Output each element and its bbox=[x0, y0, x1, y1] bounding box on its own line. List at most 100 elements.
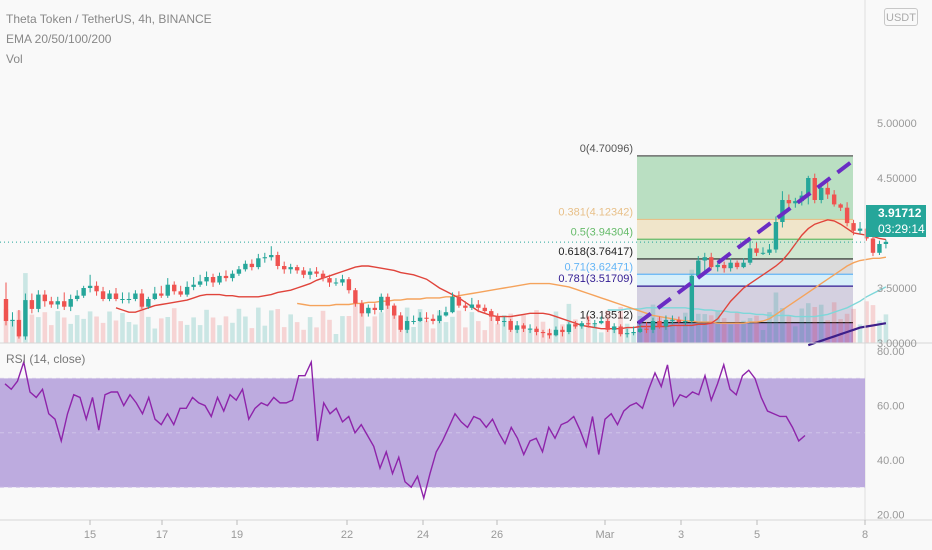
candle-body bbox=[670, 319, 675, 321]
volume-bar bbox=[825, 320, 830, 343]
volume-bar bbox=[294, 322, 300, 343]
candle bbox=[152, 286, 158, 301]
candle bbox=[275, 251, 280, 270]
fib-level-label: 0.381(4.12342) bbox=[558, 206, 633, 218]
candle bbox=[579, 321, 585, 329]
candle-body bbox=[877, 244, 882, 253]
volume-bar bbox=[223, 316, 229, 343]
fibonacci-retracement[interactable]: 0(4.70096) 0.381(4.12342) 0.5(3.94304) 0.61… bbox=[558, 143, 853, 343]
candle-body bbox=[605, 321, 610, 330]
candle-body bbox=[540, 332, 546, 334]
volume-bar bbox=[139, 301, 145, 343]
candle bbox=[107, 290, 112, 302]
candle bbox=[36, 290, 41, 313]
candle-body bbox=[152, 293, 158, 299]
volume-bar bbox=[495, 323, 501, 343]
volume-bar bbox=[353, 299, 358, 343]
candle-body bbox=[430, 318, 436, 321]
volume-bar bbox=[514, 327, 520, 343]
candle-body bbox=[55, 301, 60, 305]
currency-button[interactable]: USDT bbox=[884, 8, 918, 26]
candle bbox=[592, 319, 597, 328]
candle-body bbox=[702, 257, 707, 261]
ema200-line bbox=[807, 322, 887, 347]
volume-bar bbox=[527, 328, 533, 343]
volume-bar bbox=[327, 319, 332, 343]
volume-bar bbox=[378, 312, 384, 343]
candle-body bbox=[217, 275, 222, 283]
candle-body bbox=[534, 328, 539, 332]
candle bbox=[657, 316, 662, 329]
candle bbox=[877, 240, 882, 255]
candle bbox=[87, 274, 93, 293]
candle-body bbox=[495, 316, 500, 321]
candle bbox=[527, 324, 533, 334]
volume-bar bbox=[48, 325, 54, 343]
candle bbox=[262, 252, 267, 263]
candle-body bbox=[650, 321, 656, 330]
candle-body bbox=[269, 255, 274, 258]
volume-bar bbox=[747, 318, 753, 343]
candle-body bbox=[469, 304, 475, 308]
candle bbox=[68, 294, 73, 312]
volume-bar bbox=[301, 329, 306, 343]
candle bbox=[49, 296, 54, 308]
candle-body bbox=[683, 321, 688, 323]
candle bbox=[838, 203, 843, 211]
volume-bar bbox=[191, 317, 196, 343]
volume-bar bbox=[586, 315, 591, 343]
candle-body bbox=[16, 319, 22, 337]
candle-body bbox=[10, 319, 15, 321]
fib-zone-extension bbox=[637, 322, 853, 343]
candle-body bbox=[49, 301, 54, 305]
candle-body bbox=[508, 321, 513, 330]
candle-body bbox=[657, 321, 662, 327]
candle-body bbox=[599, 321, 604, 324]
candle bbox=[611, 323, 617, 334]
candle bbox=[126, 292, 132, 304]
candle bbox=[851, 219, 856, 236]
candle-body bbox=[236, 269, 242, 274]
candle-body bbox=[184, 286, 190, 295]
candle bbox=[120, 292, 125, 304]
trend-line[interactable] bbox=[636, 159, 854, 325]
volume-bar bbox=[74, 315, 80, 343]
candle-body bbox=[767, 249, 772, 253]
candle bbox=[560, 326, 565, 337]
volume-bar bbox=[482, 330, 488, 343]
candle bbox=[501, 316, 507, 327]
candle bbox=[508, 318, 513, 332]
volume-bar bbox=[197, 325, 203, 343]
candle bbox=[10, 312, 15, 327]
candle bbox=[573, 321, 578, 329]
volume-bar bbox=[307, 317, 313, 343]
volume-legend[interactable]: Vol bbox=[6, 52, 23, 66]
candle-body bbox=[100, 291, 106, 299]
candle-body bbox=[411, 321, 416, 322]
volume-bar bbox=[579, 327, 585, 343]
volume-bar bbox=[870, 305, 876, 343]
candle-body bbox=[62, 301, 67, 307]
candle bbox=[256, 253, 261, 270]
volume-bar bbox=[113, 320, 119, 343]
candle-body bbox=[819, 187, 824, 200]
volume-bar bbox=[721, 318, 727, 343]
candle-body bbox=[204, 277, 209, 282]
volume-bar bbox=[683, 312, 688, 343]
candle-body bbox=[197, 281, 203, 285]
ema-legend[interactable]: EMA 20/50/100/200 bbox=[6, 32, 112, 46]
candle-body bbox=[689, 275, 695, 321]
volume-bar bbox=[320, 310, 326, 343]
candle-body bbox=[94, 285, 99, 292]
rsi-tick-label: 20.00 bbox=[877, 509, 905, 521]
candle-body bbox=[392, 305, 397, 316]
candle bbox=[113, 288, 119, 302]
candle bbox=[831, 190, 837, 207]
volume-bar bbox=[133, 324, 138, 343]
candle-body bbox=[133, 293, 138, 299]
symbol-title[interactable]: Theta Token / TetherUS, 4h, BINANCE bbox=[6, 12, 212, 26]
candle-body bbox=[586, 323, 591, 325]
price-badge-countdown: 03:29:14 bbox=[878, 222, 925, 236]
candle bbox=[495, 313, 500, 325]
candle-body bbox=[547, 333, 552, 336]
